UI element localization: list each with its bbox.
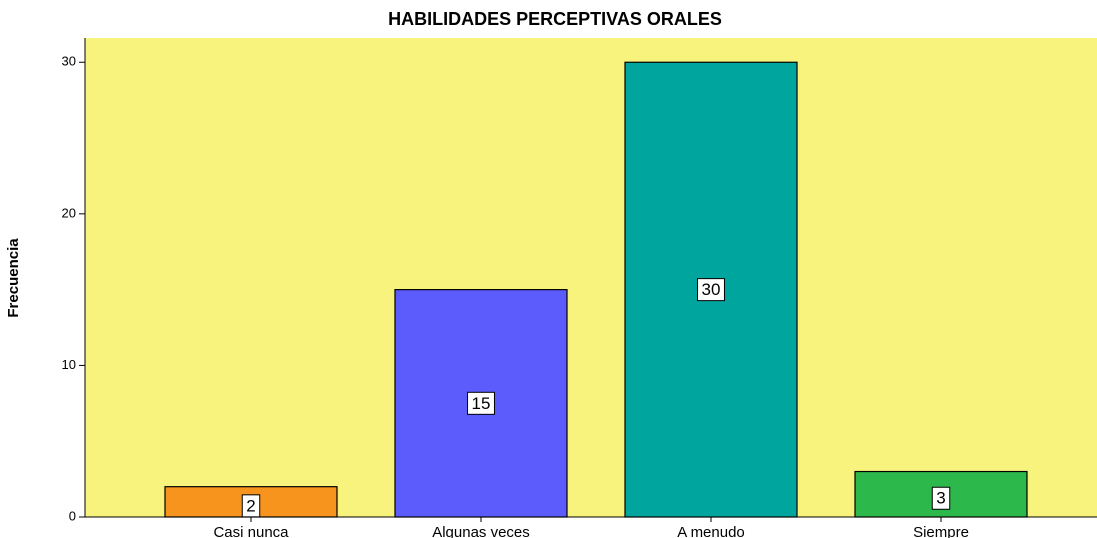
value-label-box xyxy=(241,494,261,518)
x-tick-label: A menudo xyxy=(677,524,745,538)
value-label-box xyxy=(697,278,725,302)
value-label: 15 xyxy=(472,394,491,413)
chart-title: HABILIDADES PERCEPTIVAS ORALES xyxy=(388,9,722,29)
y-tick-label: 10 xyxy=(62,357,76,372)
x-tick-label: Siempre xyxy=(913,524,969,538)
plot-background xyxy=(85,38,1097,517)
y-tick-label: 0 xyxy=(69,508,76,523)
value-label: 30 xyxy=(702,280,721,299)
value-label: 2 xyxy=(246,496,255,515)
value-label: 3 xyxy=(936,489,945,508)
value-label-box xyxy=(931,486,951,510)
y-axis-label: Frecuencia xyxy=(5,238,22,318)
y-tick-label: 30 xyxy=(62,54,76,69)
x-tick-label: Casi nunca xyxy=(213,524,289,538)
value-label-box xyxy=(467,391,495,415)
x-tick-label: Algunas veces xyxy=(432,524,530,538)
y-tick-label: 20 xyxy=(62,205,76,220)
